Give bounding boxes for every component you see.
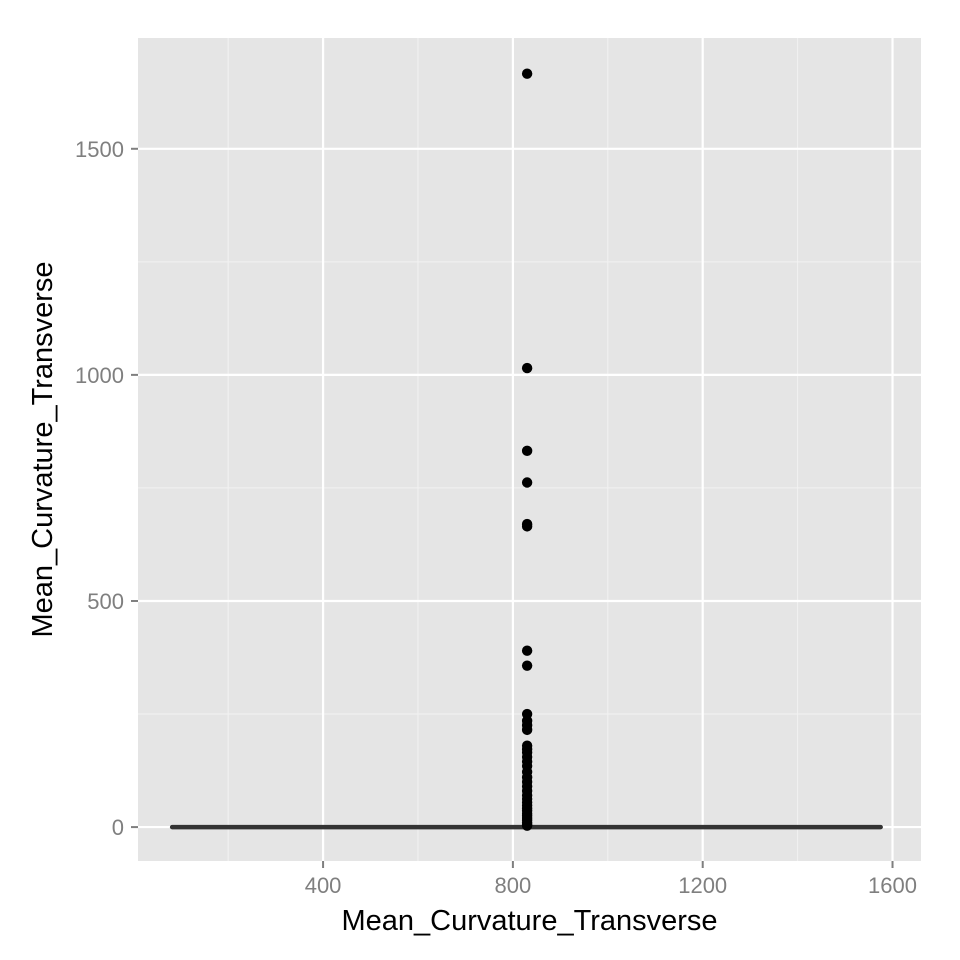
- scatter-point: [521, 820, 533, 831]
- data-layer: [169, 68, 883, 831]
- scatter-point: [521, 724, 533, 736]
- scatter-point: [521, 477, 533, 488]
- y-tick-label: 500: [87, 589, 124, 614]
- x-tick-label: 1200: [678, 873, 727, 898]
- scatter-point: [521, 445, 533, 457]
- x-axis-title: Mean_Curvature_Transverse: [341, 905, 717, 937]
- scatter-point: [521, 521, 533, 532]
- minor-gridlines: [138, 38, 921, 861]
- axis-ticks: [131, 147, 894, 868]
- scatter-point: [521, 645, 533, 656]
- y-tick-label: 0: [112, 815, 124, 840]
- y-tick-label: 1000: [75, 363, 124, 388]
- scatter-point: [521, 362, 533, 374]
- x-tick-label: 800: [495, 873, 532, 898]
- major-gridlines: [138, 38, 921, 861]
- x-tick-label: 400: [305, 873, 342, 898]
- tick-labels: 400 800 1200 1600 0 500 1000 1500: [75, 137, 917, 898]
- y-axis-title: Mean_Curvature_Transverse: [27, 261, 59, 637]
- y-tick-label: 1500: [75, 137, 124, 162]
- x-tick-label: 1600: [868, 873, 917, 898]
- scatter-point: [521, 68, 533, 79]
- scatter-point: [521, 660, 533, 671]
